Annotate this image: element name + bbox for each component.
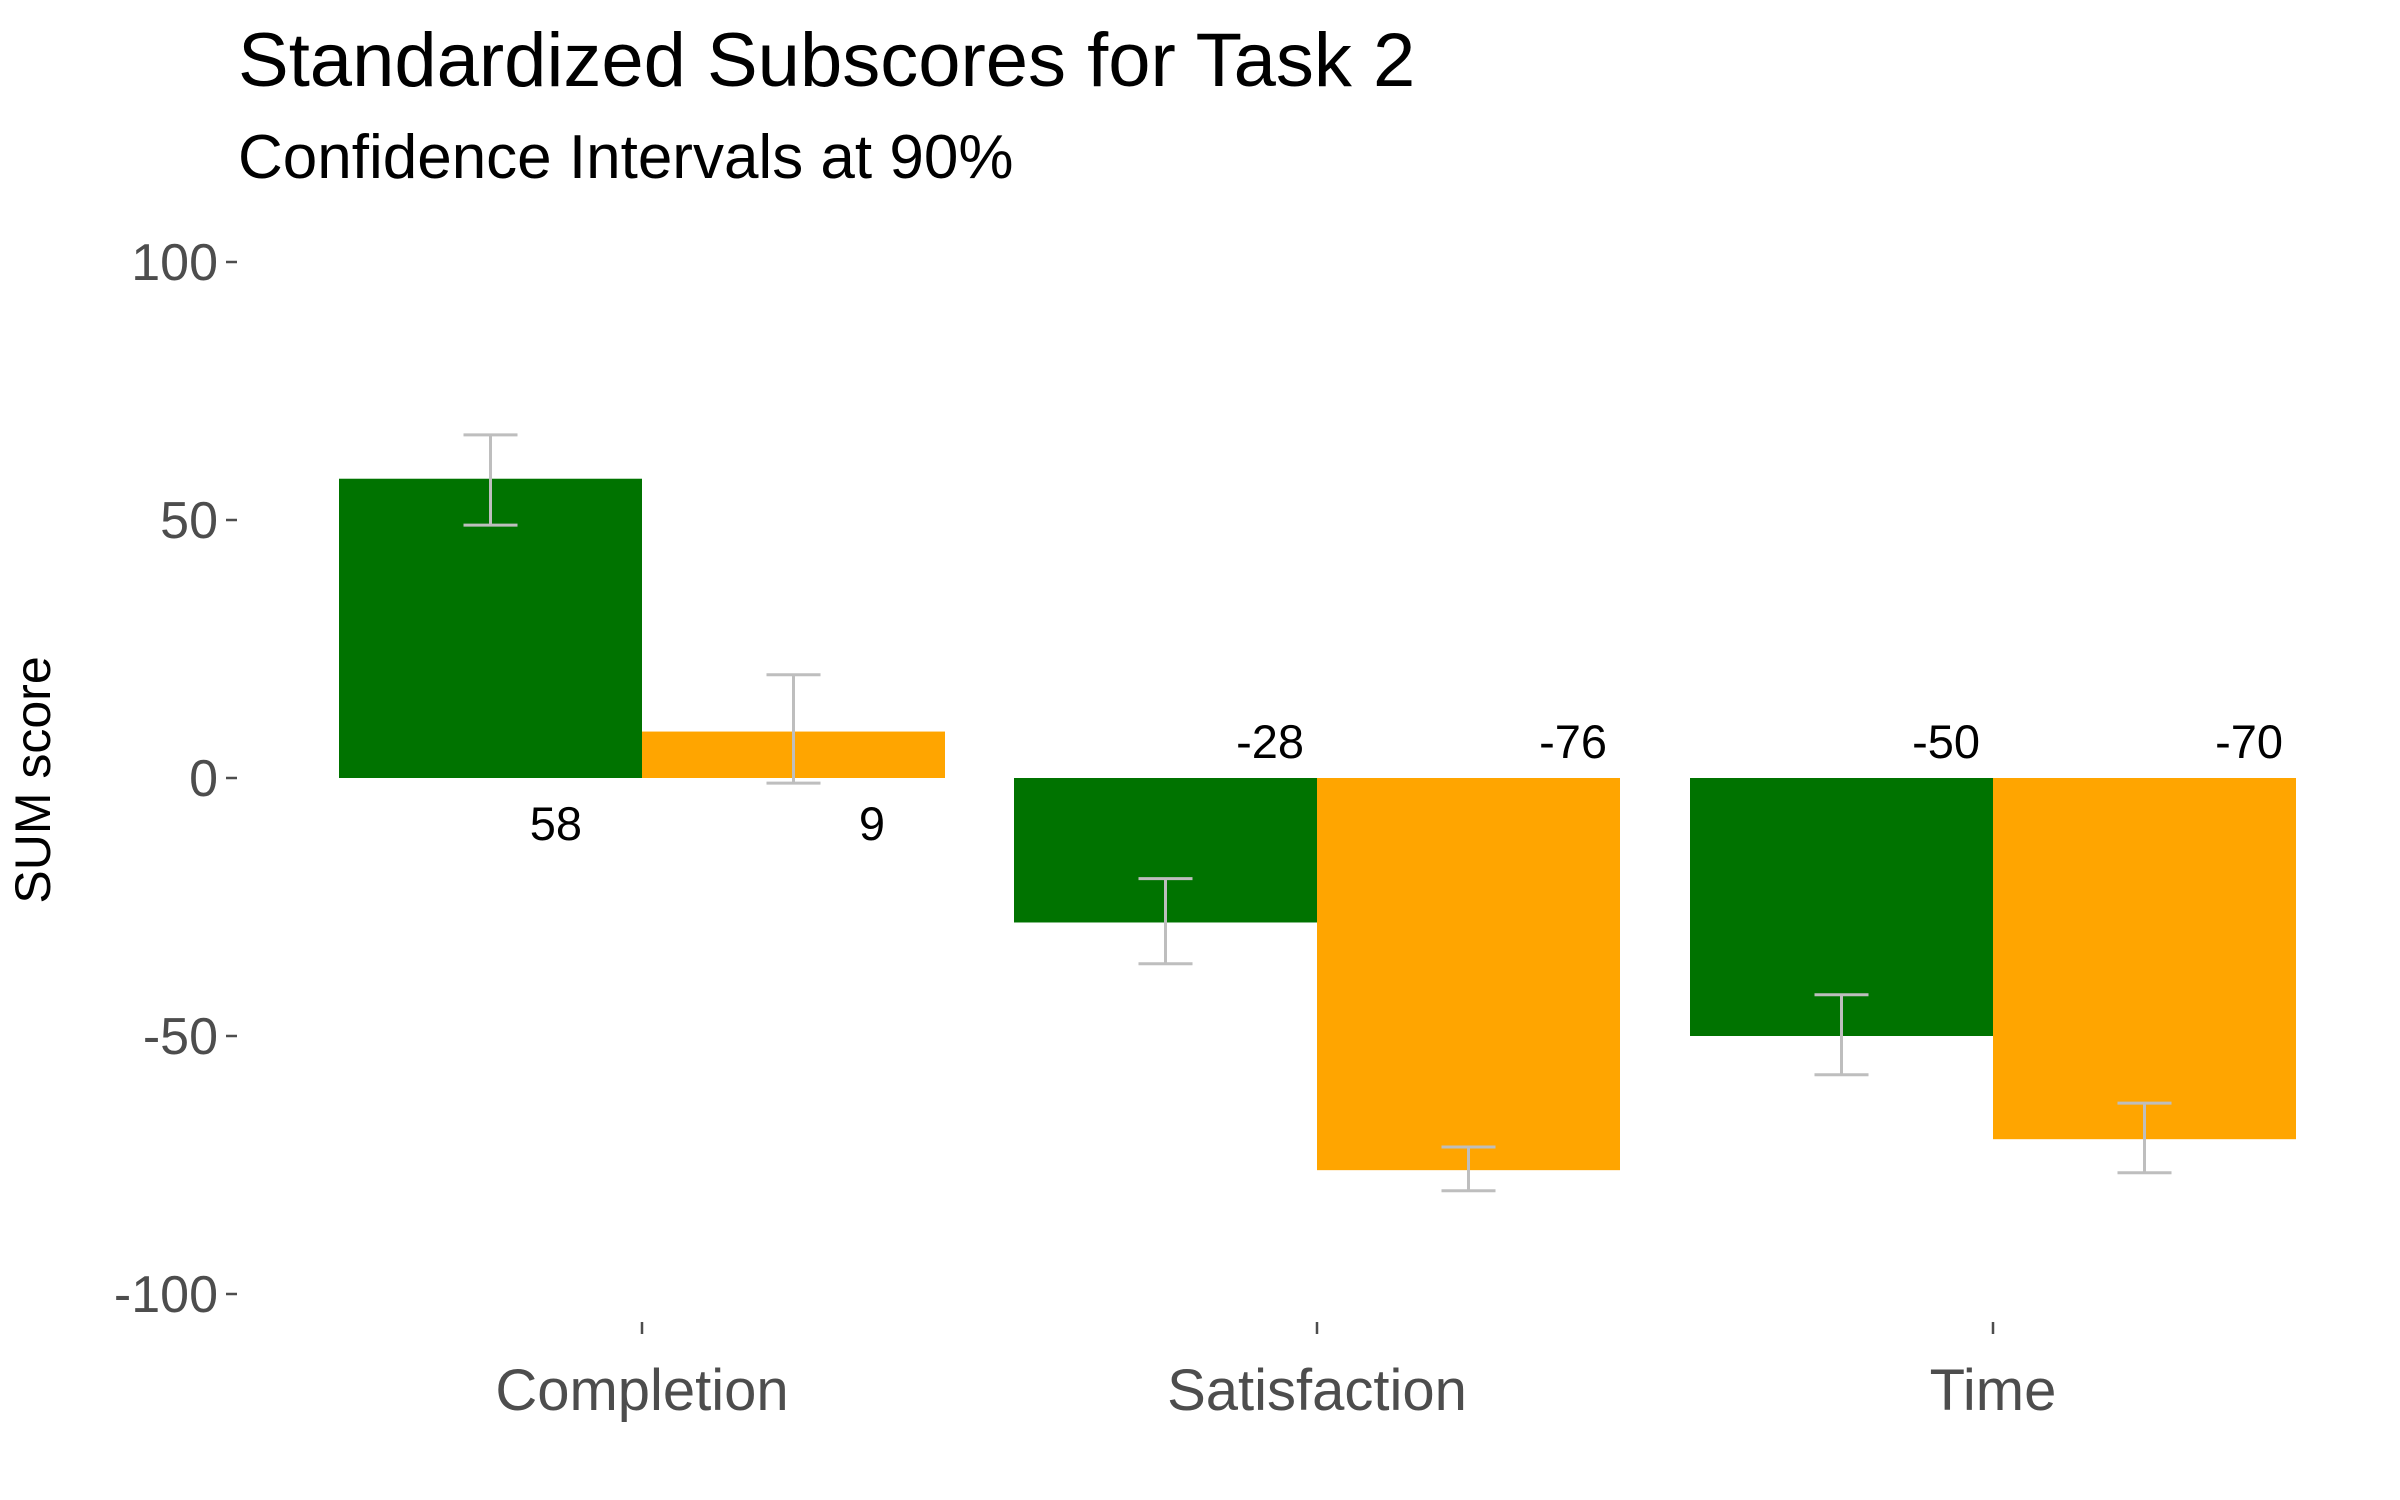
chart-title: Standardized Subscores for Task 2 [238,18,1415,103]
y-tick-label: -100 [114,1266,218,1324]
plot-area: 58 -28 -50 9 -76 -70 [339,433,2296,1193]
bars-layer [339,478,2296,1171]
y-tick-label: 50 [160,492,218,550]
y-tick-label: 0 [189,750,218,808]
x-axis: Completion Satisfaction Time [495,1322,2056,1423]
data-label: -50 [1912,715,1980,768]
x-tick-label: Satisfaction [1167,1358,1467,1423]
data-label: 9 [859,797,885,850]
bar [1317,778,1620,1171]
chart-subtitle: Confidence Intervals at 90% [238,123,1013,192]
data-label: 58 [530,797,582,850]
bar [339,478,642,778]
data-labels-layer: 58 -28 -50 9 -76 -70 [530,715,2283,850]
y-tick-label: -50 [143,1008,218,1066]
errorbars-layer [463,433,2172,1193]
bar [1993,778,2296,1140]
y-axis: 100 50 0 -50 -100 [114,234,237,1324]
data-label: -76 [1539,715,1607,768]
x-tick-label: Time [1930,1358,2057,1423]
bar [1690,778,1993,1036]
y-tick-label: 100 [131,234,218,292]
data-label: -28 [1236,715,1304,768]
y-axis-title: SUM score [5,656,61,903]
data-label: -70 [2215,715,2283,768]
x-tick-label: Completion [495,1358,788,1423]
